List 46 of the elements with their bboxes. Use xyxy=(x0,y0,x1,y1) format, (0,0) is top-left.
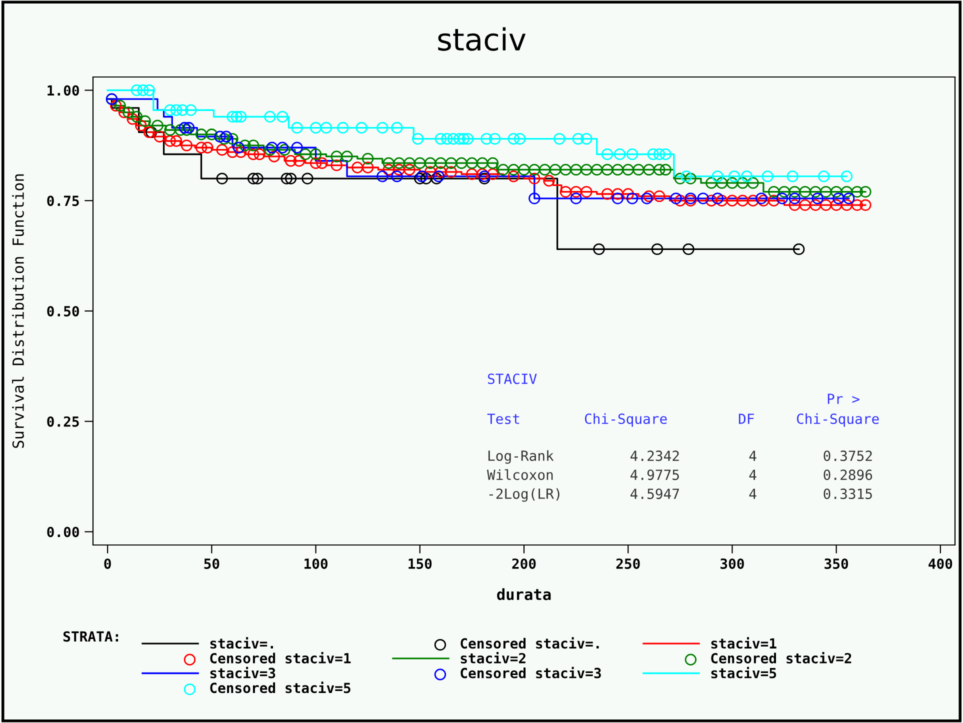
legend-label: Censored staciv=2 xyxy=(711,652,852,664)
annotation: Chi-Square xyxy=(584,413,667,427)
legend-label: Censored staciv=. xyxy=(460,637,599,649)
y-tick-label: 0.75 xyxy=(47,196,79,206)
annotation: 4.9775 xyxy=(630,470,679,480)
legend-label: Censored staciv=3 xyxy=(460,666,601,678)
annotation: STACIV xyxy=(488,374,537,384)
x-tick-label: 250 xyxy=(616,558,640,569)
legend-label: staciv=3 xyxy=(210,666,276,678)
annotation: Pr > xyxy=(828,394,860,404)
x-tick-label: 400 xyxy=(928,558,952,569)
y-tick-label: 0.25 xyxy=(47,416,79,427)
x-tick-label: 150 xyxy=(408,558,432,569)
legend-label: Censored staciv=1 xyxy=(210,652,351,664)
x-tick-label: 0 xyxy=(104,558,111,569)
annotation: 0.3752 xyxy=(824,450,872,462)
x-tick-label: 200 xyxy=(512,558,536,569)
annotation: Chi-Square xyxy=(796,413,879,427)
annotation: 0.3315 xyxy=(824,488,872,500)
annotation: Test xyxy=(487,414,520,424)
annotation: 4.5947 xyxy=(630,488,679,500)
x-tick-label: 350 xyxy=(824,558,848,569)
legend-title: STRATA: xyxy=(63,631,118,642)
annotation: DF xyxy=(738,414,754,424)
legend-label: staciv=2 xyxy=(460,652,526,664)
annotation: 4 xyxy=(749,450,756,461)
x-tick-label: 50 xyxy=(204,558,220,569)
annotation: Log-Rank xyxy=(488,450,554,464)
annotation: -2Log(LR) xyxy=(489,488,560,502)
legend-label: Censored staciv=5 xyxy=(210,682,350,694)
chart-title: staciv xyxy=(438,27,526,51)
y-tick-label: 0.50 xyxy=(47,306,79,316)
annotation: 0.2896 xyxy=(824,470,872,480)
y-tick-label: 0.00 xyxy=(47,526,79,538)
legend-label: staciv=. xyxy=(210,637,274,649)
x-tick-label: 100 xyxy=(304,558,328,569)
legend-label: staciv=5 xyxy=(711,666,776,678)
annotation: Wilcoxon xyxy=(487,469,553,480)
y-axis-title: Survival Distribution Function xyxy=(12,174,24,448)
annotation: 4 xyxy=(749,470,756,480)
x-tick-label: 300 xyxy=(720,558,744,569)
x-axis-title: durata xyxy=(497,588,551,600)
y-tick-label: 1.00 xyxy=(48,85,79,96)
legend-label: staciv=1 xyxy=(711,637,776,649)
annotation: 4.2342 xyxy=(630,450,679,462)
annotation: 4 xyxy=(749,488,756,499)
